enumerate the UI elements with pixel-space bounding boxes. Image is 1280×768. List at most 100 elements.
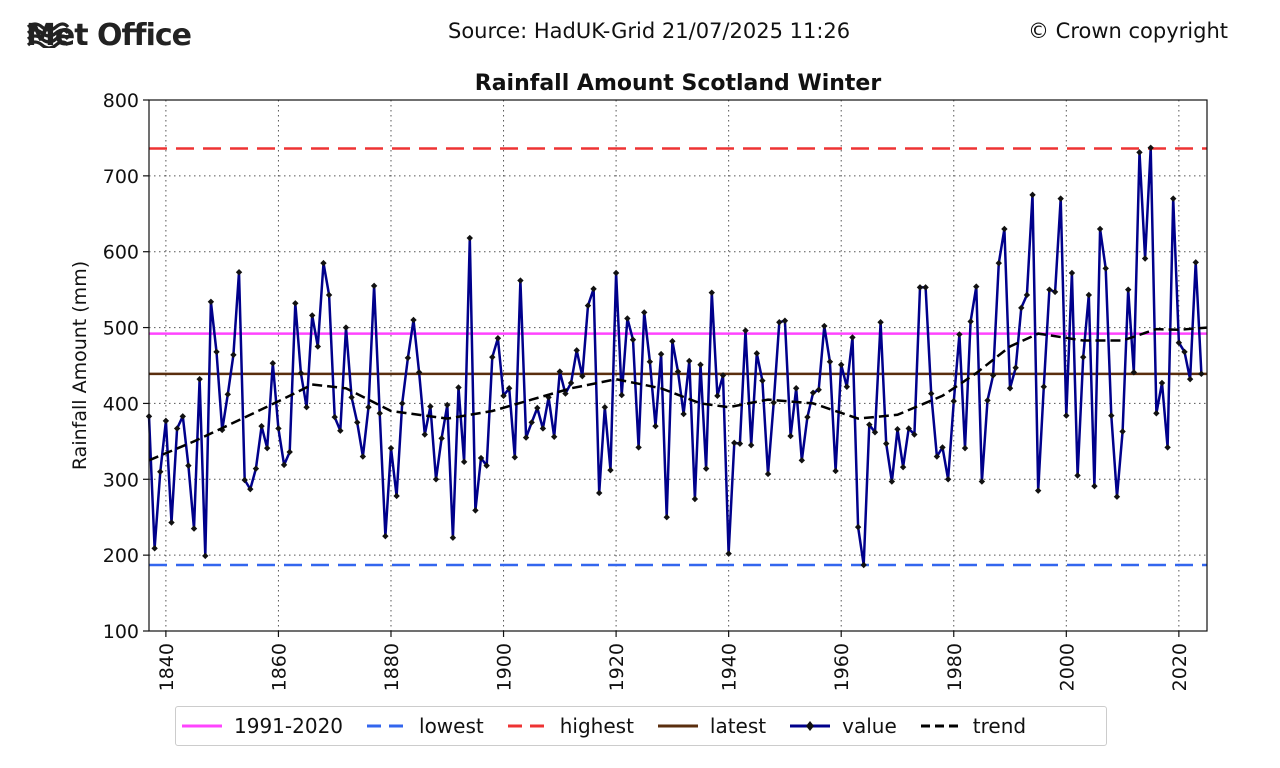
value-point bbox=[635, 444, 642, 451]
legend-label-lowest: lowest bbox=[419, 714, 484, 738]
value-point bbox=[989, 372, 997, 379]
value-point bbox=[573, 347, 580, 354]
value-point bbox=[849, 334, 856, 341]
y-tick-label: 200 bbox=[103, 545, 139, 567]
value-point bbox=[1198, 370, 1205, 378]
value-point bbox=[415, 369, 423, 376]
value-point bbox=[899, 463, 907, 471]
value-point bbox=[826, 358, 834, 365]
value-point bbox=[370, 282, 378, 290]
value-point bbox=[702, 465, 710, 472]
y-axis-label: Rainfall Amount (mm) bbox=[69, 261, 91, 470]
value-point bbox=[269, 360, 277, 367]
value-point bbox=[939, 444, 946, 451]
value-point bbox=[725, 550, 732, 557]
value-point bbox=[376, 410, 383, 417]
value-point bbox=[961, 444, 969, 452]
value-point bbox=[1023, 291, 1031, 299]
value-point bbox=[303, 404, 310, 411]
value-point bbox=[365, 404, 372, 411]
value-point bbox=[247, 485, 254, 493]
value-point bbox=[1113, 493, 1121, 500]
value-point bbox=[292, 300, 299, 307]
legend-item-reference: 1991-2020 bbox=[180, 714, 343, 738]
value-point bbox=[1147, 144, 1154, 151]
value-point bbox=[1186, 375, 1194, 383]
value-point bbox=[973, 283, 980, 290]
value-point bbox=[911, 431, 918, 438]
legend-label-latest: latest bbox=[709, 714, 767, 738]
chart-title: Rainfall Amount Scotland Winter bbox=[475, 71, 882, 96]
value-point bbox=[776, 319, 783, 326]
legend-item-lowest: lowest bbox=[365, 714, 484, 738]
value-point bbox=[275, 425, 282, 432]
value-point bbox=[691, 495, 699, 503]
value-point bbox=[1170, 195, 1177, 202]
value-point bbox=[753, 350, 760, 357]
value-point bbox=[1091, 482, 1098, 490]
value-point bbox=[674, 368, 682, 375]
value-point bbox=[770, 399, 777, 406]
value-point bbox=[202, 552, 209, 560]
value-point bbox=[601, 404, 609, 411]
value-point bbox=[832, 467, 839, 475]
value-point bbox=[928, 390, 935, 397]
value-point bbox=[781, 317, 789, 324]
value-point bbox=[449, 534, 457, 541]
value-point bbox=[505, 385, 513, 392]
value-point bbox=[1141, 255, 1149, 262]
y-tick-label: 100 bbox=[103, 621, 139, 643]
legend-item-trend: trend bbox=[919, 714, 1026, 738]
value-point bbox=[956, 331, 963, 338]
value-point bbox=[995, 259, 1002, 267]
value-point bbox=[179, 413, 186, 420]
value-point bbox=[894, 426, 901, 433]
legend-item-highest: highest bbox=[506, 714, 634, 738]
value-point bbox=[1175, 339, 1183, 346]
value-point bbox=[500, 392, 507, 400]
value-point bbox=[1158, 379, 1166, 387]
value-point bbox=[494, 334, 502, 342]
value-point bbox=[562, 390, 569, 397]
value-point bbox=[567, 379, 575, 387]
value-point bbox=[460, 458, 468, 466]
value-point bbox=[511, 454, 518, 461]
value-point bbox=[483, 462, 490, 469]
value-point bbox=[263, 444, 271, 452]
value-point bbox=[517, 277, 524, 284]
value-point bbox=[719, 372, 727, 379]
value-point bbox=[325, 291, 333, 299]
value-point bbox=[888, 478, 896, 485]
value-point bbox=[787, 432, 794, 440]
value-point bbox=[224, 391, 231, 398]
value-point bbox=[815, 386, 822, 393]
value-point bbox=[331, 413, 338, 421]
trend-line bbox=[148, 326, 1208, 462]
x-tick-label: 1880 bbox=[381, 643, 403, 691]
value-point bbox=[550, 433, 558, 441]
value-point bbox=[157, 468, 164, 475]
value-point bbox=[944, 476, 952, 483]
value-point bbox=[539, 425, 547, 432]
value-point bbox=[843, 383, 851, 390]
rainfall-chart: Rainfall Amount Scotland Winter 100 200 300… bbox=[69, 71, 1208, 691]
value-point bbox=[629, 336, 637, 343]
value-point bbox=[742, 327, 749, 334]
value-point bbox=[168, 519, 175, 526]
x-tick-label: 1980 bbox=[944, 643, 966, 691]
x-tick-label: 1940 bbox=[719, 643, 741, 691]
value-point bbox=[1096, 225, 1104, 233]
value-point bbox=[579, 372, 586, 380]
value-point bbox=[314, 343, 322, 350]
value-series-line bbox=[147, 146, 1203, 567]
value-point bbox=[641, 309, 648, 316]
value-point bbox=[404, 354, 412, 362]
value-point bbox=[522, 434, 530, 441]
value-point bbox=[399, 400, 406, 407]
value-point bbox=[477, 454, 485, 462]
value-point bbox=[1068, 269, 1076, 277]
waves-icon bbox=[26, 22, 70, 48]
value-point bbox=[556, 368, 564, 375]
value-point bbox=[1079, 353, 1087, 361]
value-point bbox=[708, 289, 715, 296]
